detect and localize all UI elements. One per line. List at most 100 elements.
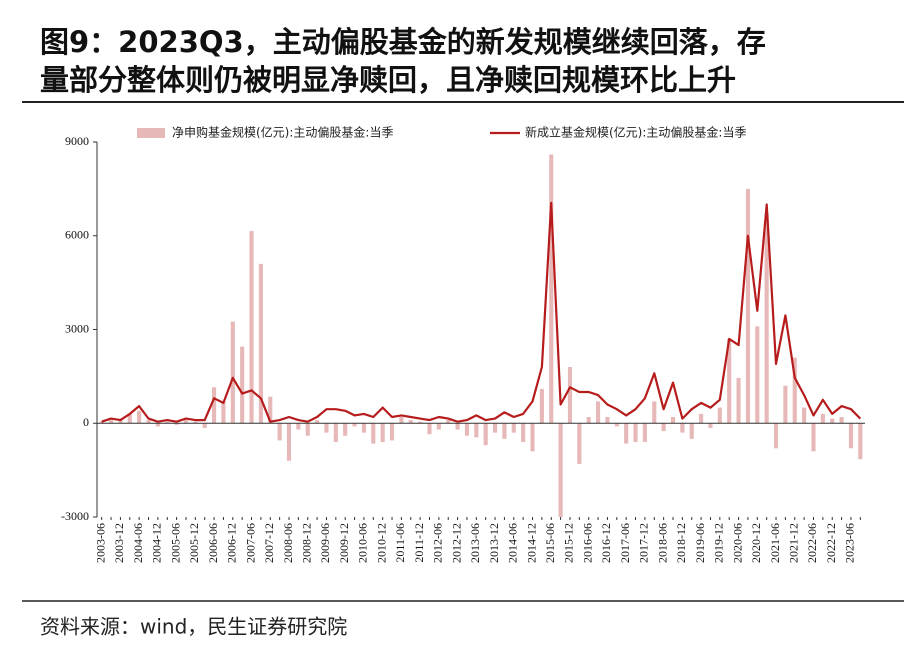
bar: [361, 423, 366, 433]
source: 资料来源：wind，民生证券研究院: [40, 615, 347, 639]
bar: [549, 154, 554, 424]
y-tick-label: 3000: [65, 321, 89, 335]
bar: [240, 346, 245, 424]
x-tick-label: 2021-06: [768, 523, 782, 563]
bar: [474, 423, 479, 438]
bar: [268, 396, 273, 424]
bar: [539, 388, 544, 424]
x-tick-label: 2019-06: [693, 523, 707, 563]
bar: [755, 326, 760, 424]
bar: [305, 423, 310, 436]
bar: [436, 423, 441, 430]
bar: [830, 418, 835, 424]
bar: [333, 423, 338, 442]
bar: [389, 423, 395, 441]
bar: [165, 421, 170, 424]
x-tick-label: 2003-12: [112, 523, 126, 563]
x-tick-label: 2004-06: [131, 523, 145, 563]
bar: [286, 423, 292, 461]
bar: [811, 423, 816, 452]
x-tick-label: 2018-06: [655, 523, 669, 563]
bar: [99, 421, 104, 424]
bar: [324, 423, 329, 433]
bar: [183, 420, 189, 424]
x-tick-label: 2017-06: [618, 523, 632, 563]
bar: [352, 423, 357, 427]
bar: [624, 423, 629, 444]
bar: [108, 420, 114, 424]
bar: [558, 423, 563, 517]
bar: [708, 423, 713, 428]
bar: [848, 423, 854, 449]
x-tick-label: 2007-06: [243, 523, 257, 563]
bar: [633, 423, 638, 442]
bar: [642, 423, 647, 442]
x-tick-label: 2013-12: [487, 523, 501, 563]
x-tick-label: 2014-06: [506, 523, 520, 563]
bar: [727, 338, 732, 424]
x-tick-label: 2010-06: [356, 523, 370, 563]
y-tick-label: -3000: [61, 509, 89, 523]
bar: [521, 423, 526, 442]
bar: [614, 423, 619, 427]
x-tick-label: 2022-06: [805, 523, 819, 563]
x-tick-label: 2014-12: [524, 523, 538, 563]
x-tick-label: 2023-06: [843, 523, 857, 563]
bar: [446, 420, 451, 424]
bar: [193, 421, 198, 424]
bar: [511, 423, 516, 433]
bar: [802, 407, 807, 424]
bar: [455, 423, 460, 430]
bar: [745, 188, 750, 424]
bar: [464, 423, 470, 436]
bar: [567, 367, 573, 424]
bar: [773, 423, 779, 449]
bar: [670, 417, 676, 424]
y-tick-label: 6000: [65, 228, 89, 242]
bar: [258, 263, 263, 424]
bar: [596, 401, 601, 424]
bar: [371, 423, 376, 444]
bar: [155, 423, 160, 427]
bar: [427, 423, 432, 435]
bar: [380, 423, 385, 442]
bar: [839, 417, 844, 424]
x-tick-label: 2003-06: [93, 523, 107, 563]
x-tick-label: 2008-06: [281, 523, 295, 563]
bar: [792, 357, 797, 424]
bar: [399, 417, 404, 424]
bar: [764, 213, 769, 424]
y-tick-label: 9000: [65, 134, 89, 148]
x-tick-label: 2016-12: [599, 523, 613, 563]
legend-label: 净申购基金规模(亿元):主动偏股基金:当季: [172, 125, 393, 140]
chart-title: 图9：2023Q3，主动偏股基金的新发规模继续回落，存: [40, 25, 766, 59]
bar: [502, 423, 507, 439]
bar: [127, 413, 132, 424]
x-tick-label: 2020-12: [749, 523, 763, 563]
x-tick-label: 2015-12: [562, 523, 576, 563]
bar: [315, 420, 320, 424]
bar: [296, 423, 301, 430]
bar: [736, 377, 741, 424]
x-tick-label: 2017-12: [637, 523, 651, 563]
bar: [661, 423, 666, 432]
bar: [343, 423, 348, 436]
bar: [212, 387, 217, 424]
x-tick-label: 2009-12: [337, 523, 351, 563]
legend-label: 新成立基金规模(亿元):主动偏股基金:当季: [525, 125, 746, 140]
bar: [577, 423, 582, 464]
x-tick-label: 2009-06: [318, 523, 332, 563]
bar: [174, 423, 179, 425]
x-tick-label: 2020-06: [730, 523, 744, 563]
bar: [652, 401, 657, 424]
legend-swatch: [137, 128, 165, 138]
bar: [586, 417, 591, 424]
bar: [483, 423, 488, 446]
x-tick-label: 2007-12: [262, 523, 276, 563]
x-tick-label: 2011-06: [393, 523, 407, 563]
bar: [249, 231, 254, 424]
x-tick-label: 2019-12: [712, 523, 726, 563]
bar: [689, 423, 694, 439]
